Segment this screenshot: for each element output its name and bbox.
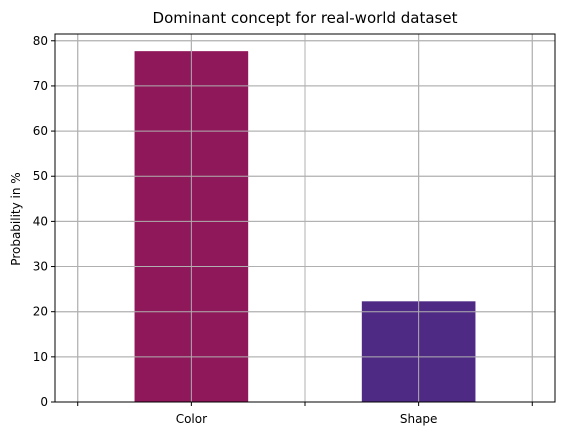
ticks: 0 10 20 30 40 50 60 70 80 Color Shape <box>33 34 533 426</box>
y-tick-label: 70 <box>33 79 48 93</box>
y-tick-label: 80 <box>33 34 48 48</box>
y-tick-label: 20 <box>33 305 48 319</box>
y-tick-label: 10 <box>33 350 48 364</box>
y-axis-label: Probability in % <box>9 172 23 265</box>
chart-title: Dominant concept for real-world dataset <box>153 9 458 27</box>
y-tick-label: 0 <box>40 395 48 409</box>
y-tick-label: 50 <box>33 169 48 183</box>
y-tick-label: 30 <box>33 260 48 274</box>
x-tick-label-color: Color <box>176 412 207 426</box>
y-tick-label: 40 <box>33 214 48 228</box>
x-tick-label-shape: Shape <box>400 412 438 426</box>
bars <box>55 34 555 403</box>
y-tick-label: 60 <box>33 124 48 138</box>
